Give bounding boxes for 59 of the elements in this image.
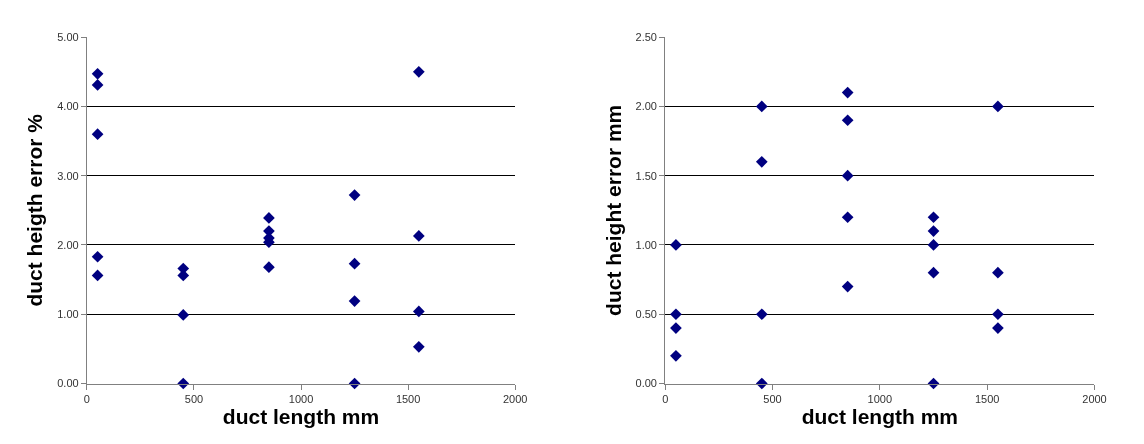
point [91,68,104,80]
point [927,266,940,279]
point [177,309,190,321]
point [927,239,940,251]
point [91,250,104,263]
x-tick-label: 1500 [395,392,421,405]
y-tick-label: 0.50 [635,308,657,321]
x-axis-title: duct length mm [801,404,959,428]
x-tick-label: 2000 [1082,392,1107,405]
y-tick-label: 0.00 [635,377,657,390]
point [841,86,854,99]
x-tick-label: 2000 [502,392,528,405]
point [992,100,1004,113]
point [670,322,682,334]
y-tick-label: 0.00 [57,377,79,390]
point [841,211,854,224]
point [348,295,361,307]
y-axis-title: duct heigth error % [23,113,47,307]
x-tick-label: 1500 [974,392,1000,405]
y-tick-label: 1.00 [635,238,657,251]
point [91,128,104,140]
point [992,322,1004,334]
point [927,211,940,224]
point [91,79,104,91]
point [755,155,768,168]
point [841,169,854,182]
point [992,308,1004,321]
point [670,308,682,321]
point [412,230,425,242]
point [670,349,682,362]
y-axis-title: duct height error mm [601,104,625,316]
point [755,308,768,321]
x-tick-label: 1000 [288,392,314,405]
y-tick-label: 5.00 [57,30,79,43]
x-tick-label: 0 [83,392,90,405]
point [412,65,425,78]
y-tick-label: 2.00 [57,238,79,251]
point [412,340,425,353]
y-tick-label: 3.00 [57,169,79,182]
x-tick-label: 1000 [867,392,893,405]
x-tick-label: 0 [662,392,669,405]
y-tick-label: 1.50 [635,169,657,182]
point [263,261,275,273]
y-tick-label: 1.00 [57,308,79,321]
y-tick-label: 4.00 [57,100,79,113]
x-tick-label: 500 [184,392,204,405]
x-tick-label: 500 [763,392,782,405]
point [91,269,104,282]
y-tick-label: 2.00 [635,100,657,113]
point [348,257,361,270]
point [841,114,854,127]
point [927,225,940,237]
point [348,189,361,201]
x-axis-title: duct length mm [222,404,380,428]
point [841,280,854,293]
point [992,266,1004,279]
y-tick-label: 2.50 [635,30,657,43]
point [755,100,768,113]
point [412,305,425,318]
